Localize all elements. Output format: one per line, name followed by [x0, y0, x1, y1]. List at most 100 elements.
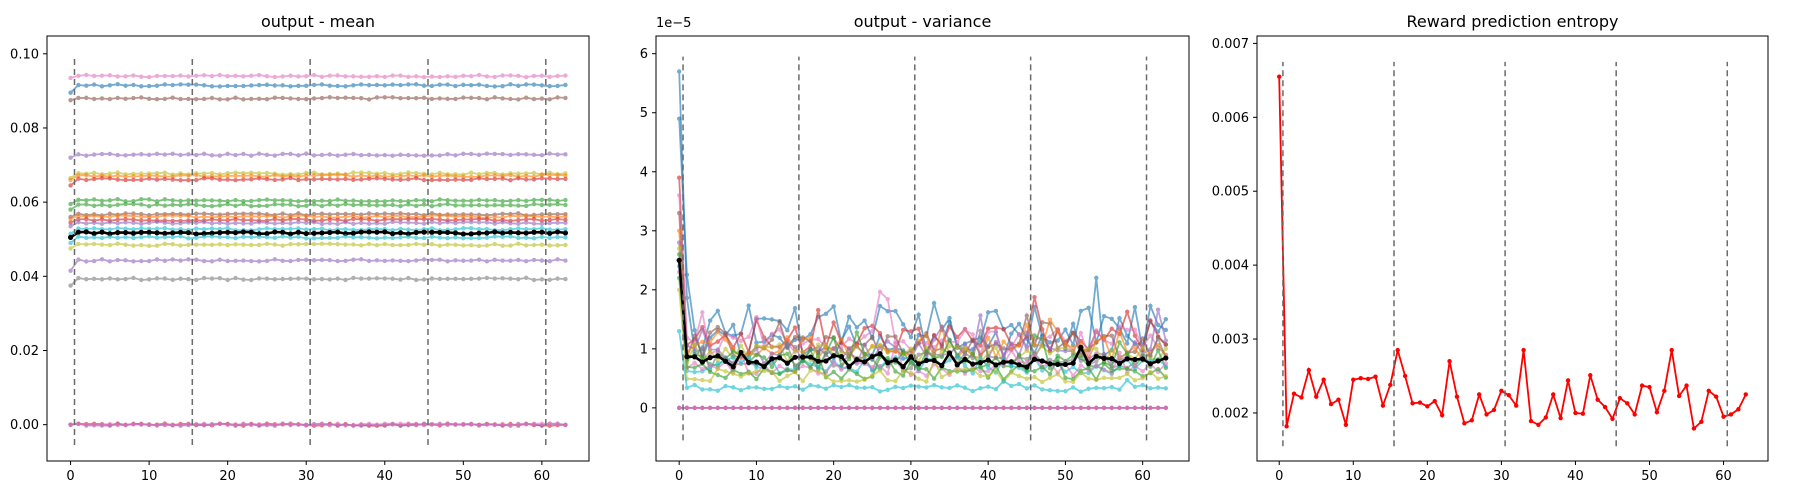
data-point: [539, 172, 545, 177]
data-point: [406, 202, 411, 207]
data-point: [1032, 383, 1037, 388]
data-point: [846, 336, 852, 341]
data-point: [715, 329, 720, 335]
data-point: [523, 243, 529, 248]
data-point: [1306, 367, 1312, 373]
data-point: [413, 220, 419, 226]
data-point: [730, 364, 736, 370]
data-point: [754, 368, 759, 374]
data-point: [754, 352, 759, 357]
data-point: [272, 74, 277, 80]
data-point: [777, 320, 782, 325]
data-point: [170, 73, 175, 79]
axis-offset-label: 1e−5: [656, 16, 691, 31]
data-point: [555, 201, 560, 207]
data-point: [249, 83, 254, 88]
data-point: [327, 241, 332, 246]
data-point: [468, 225, 474, 231]
data-point: [792, 348, 798, 353]
data-point: [107, 203, 113, 209]
data-point: [201, 96, 207, 102]
data-point: [327, 277, 332, 282]
data-point: [1086, 346, 1091, 351]
data-point: [115, 82, 120, 87]
data-point: [754, 376, 759, 382]
data-point: [343, 214, 348, 220]
data-point: [445, 74, 450, 79]
data-point: [1647, 384, 1652, 390]
data-point: [256, 214, 262, 219]
data-point: [170, 257, 175, 262]
data-point: [249, 153, 254, 158]
data-point: [1062, 361, 1069, 368]
data-point: [692, 369, 697, 375]
series-line: [70, 198, 566, 205]
data-point: [225, 422, 230, 427]
data-point: [131, 152, 136, 157]
data-point: [398, 421, 403, 426]
data-point: [154, 230, 160, 236]
data-point: [162, 276, 168, 281]
data-point: [1094, 328, 1099, 333]
data-point: [854, 330, 860, 335]
data-point: [1155, 322, 1161, 328]
data-point: [939, 353, 945, 358]
data-point: [343, 74, 348, 79]
data-point: [429, 83, 435, 89]
y-tick-label: 0.06: [10, 196, 39, 211]
data-point: [692, 328, 697, 333]
data-point: [194, 202, 199, 208]
data-point: [484, 97, 490, 102]
data-point: [1101, 367, 1107, 372]
data-point: [178, 152, 183, 158]
data-point: [115, 74, 120, 79]
data-point: [453, 203, 458, 208]
data-point: [398, 220, 403, 225]
data-point: [264, 422, 270, 427]
data-point: [335, 197, 340, 202]
x-tick-label: 50: [455, 469, 472, 484]
data-point: [390, 202, 395, 208]
data-point: [225, 74, 230, 79]
data-point: [761, 363, 767, 370]
data-point: [978, 386, 983, 391]
data-point: [209, 230, 215, 236]
data-point: [870, 334, 875, 340]
x-tick-label: 60: [1715, 469, 1732, 484]
data-point: [256, 234, 262, 240]
data-point: [186, 213, 191, 219]
data-point: [1001, 378, 1006, 384]
series-line: [70, 214, 566, 220]
data-point: [978, 405, 983, 411]
data-point: [68, 246, 73, 251]
data-point: [123, 242, 128, 247]
data-point: [962, 385, 968, 390]
data-point: [870, 364, 875, 370]
data-point: [131, 213, 136, 219]
series-7: [68, 175, 568, 188]
data-point: [1125, 405, 1130, 411]
series-line: [678, 71, 1167, 355]
data-point: [761, 316, 767, 321]
data-point: [508, 198, 513, 204]
data-point: [978, 364, 983, 369]
data-point: [547, 197, 552, 202]
data-point: [139, 218, 144, 223]
data-point: [366, 170, 372, 176]
data-point: [962, 350, 968, 356]
data-point: [1132, 363, 1138, 368]
x-tick-label: 20: [219, 469, 236, 484]
data-point: [539, 218, 545, 223]
data-point: [178, 213, 183, 218]
data-point: [1117, 324, 1122, 329]
data-point: [123, 96, 128, 101]
data-point: [162, 73, 168, 79]
data-point: [429, 257, 435, 263]
data-point: [201, 214, 207, 219]
data-point: [476, 220, 482, 225]
data-point: [1155, 385, 1161, 390]
data-point: [335, 95, 340, 101]
data-point: [970, 405, 975, 411]
data-point: [421, 202, 427, 207]
data-point: [1536, 422, 1541, 427]
